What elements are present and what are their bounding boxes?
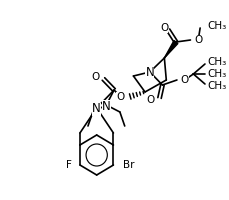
Text: N: N (92, 102, 101, 116)
Text: N: N (101, 99, 110, 112)
Text: O: O (91, 72, 99, 82)
Text: O: O (116, 92, 124, 102)
Text: O: O (180, 75, 188, 85)
Text: CH₃: CH₃ (206, 69, 225, 79)
Polygon shape (164, 40, 177, 58)
Text: O: O (194, 35, 202, 45)
Text: N: N (145, 66, 154, 78)
Text: F: F (66, 160, 72, 170)
Text: Br: Br (123, 160, 134, 170)
Text: O: O (146, 95, 154, 105)
Text: CH₃: CH₃ (207, 21, 226, 31)
Text: CH₃: CH₃ (206, 81, 225, 91)
Text: CH₃: CH₃ (206, 57, 225, 67)
Text: O: O (160, 23, 168, 33)
